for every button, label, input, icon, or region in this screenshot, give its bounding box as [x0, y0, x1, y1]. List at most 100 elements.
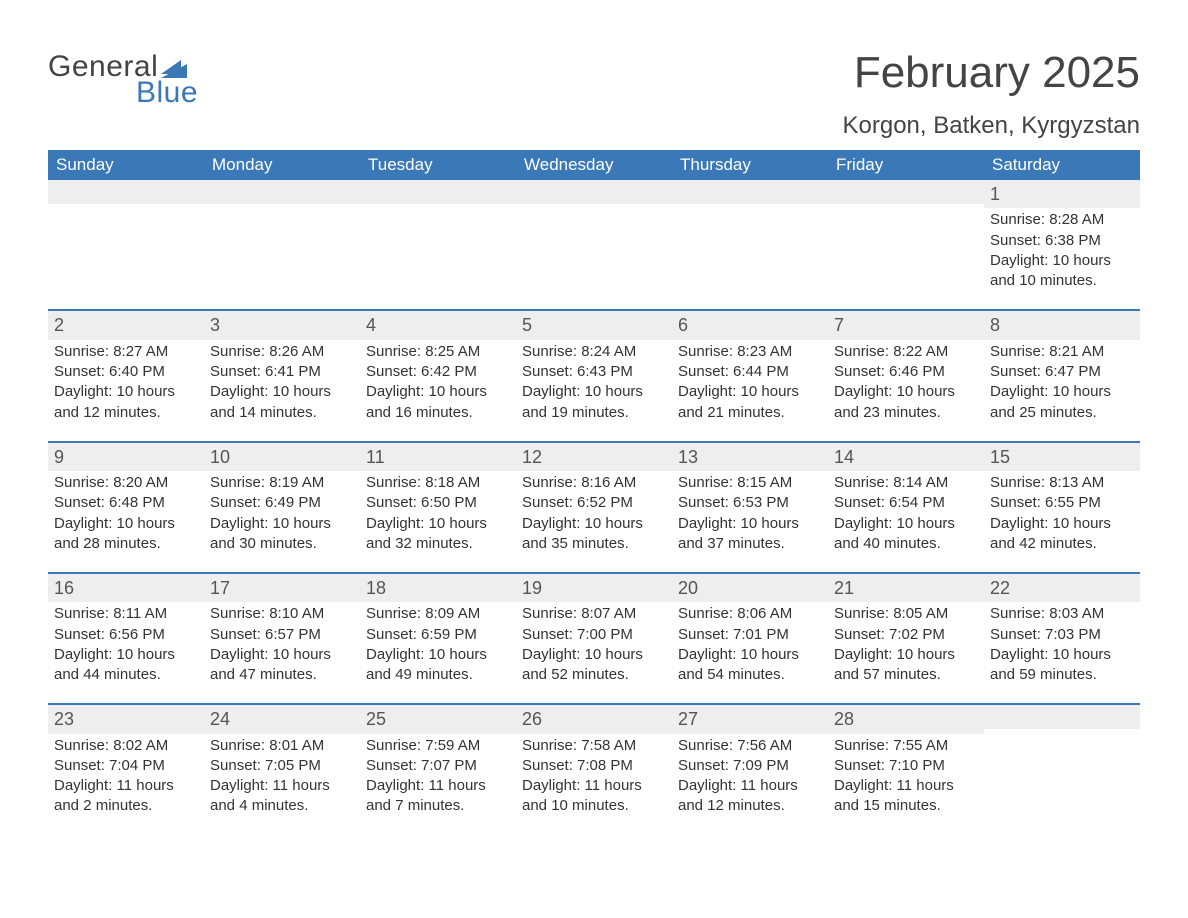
day-cell: 28Sunrise: 7:55 AMSunset: 7:10 PMDayligh…: [828, 705, 984, 834]
sunset-text: Sunset: 6:46 PM: [832, 362, 980, 382]
day-cell: 23Sunrise: 8:02 AMSunset: 7:04 PMDayligh…: [48, 705, 204, 834]
daylight-text: and 12 minutes.: [52, 403, 200, 423]
daylight-text: and 30 minutes.: [208, 534, 356, 554]
sunset-text: Sunset: 7:04 PM: [52, 756, 200, 776]
day-number: 14: [828, 443, 984, 471]
day-number: [672, 180, 828, 204]
day-number: 18: [360, 574, 516, 602]
day-cell: 12Sunrise: 8:16 AMSunset: 6:52 PMDayligh…: [516, 443, 672, 572]
sunrise-text: Sunrise: 8:16 AM: [520, 473, 668, 493]
sunset-text: Sunset: 6:43 PM: [520, 362, 668, 382]
daylight-text: Daylight: 10 hours: [208, 645, 356, 665]
day-number: 5: [516, 311, 672, 339]
daylight-text: Daylight: 11 hours: [208, 776, 356, 796]
sunrise-text: Sunrise: 8:19 AM: [208, 473, 356, 493]
daylight-text: Daylight: 10 hours: [52, 382, 200, 402]
daylight-text: Daylight: 10 hours: [832, 645, 980, 665]
daylight-text: and 49 minutes.: [364, 665, 512, 685]
sunrise-text: Sunrise: 7:59 AM: [364, 736, 512, 756]
sunset-text: Sunset: 7:10 PM: [832, 756, 980, 776]
day-cell: 22Sunrise: 8:03 AMSunset: 7:03 PMDayligh…: [984, 574, 1140, 703]
sunset-text: Sunset: 7:05 PM: [208, 756, 356, 776]
sunrise-text: Sunrise: 7:55 AM: [832, 736, 980, 756]
sunrise-text: Sunrise: 8:28 AM: [988, 210, 1136, 230]
daylight-text: Daylight: 10 hours: [832, 382, 980, 402]
daylight-text: and 10 minutes.: [988, 271, 1136, 291]
week-row: 2Sunrise: 8:27 AMSunset: 6:40 PMDaylight…: [48, 309, 1140, 440]
sunset-text: Sunset: 7:02 PM: [832, 625, 980, 645]
day-number: 12: [516, 443, 672, 471]
day-cell: 15Sunrise: 8:13 AMSunset: 6:55 PMDayligh…: [984, 443, 1140, 572]
day-cell: 7Sunrise: 8:22 AMSunset: 6:46 PMDaylight…: [828, 311, 984, 440]
day-number: 25: [360, 705, 516, 733]
sunset-text: Sunset: 6:41 PM: [208, 362, 356, 382]
sunset-text: Sunset: 6:50 PM: [364, 493, 512, 513]
sunset-text: Sunset: 6:40 PM: [52, 362, 200, 382]
day-number: 17: [204, 574, 360, 602]
title-block: February 2025 Korgon, Batken, Kyrgyzstan: [843, 50, 1141, 140]
day-number: 15: [984, 443, 1140, 471]
day-cell: 11Sunrise: 8:18 AMSunset: 6:50 PMDayligh…: [360, 443, 516, 572]
daylight-text: and 44 minutes.: [52, 665, 200, 685]
logo-word-blue: Blue: [136, 76, 198, 110]
sunset-text: Sunset: 6:38 PM: [988, 231, 1136, 251]
brand-logo: General Blue: [48, 50, 198, 110]
day-number: 4: [360, 311, 516, 339]
day-cell: 19Sunrise: 8:07 AMSunset: 7:00 PMDayligh…: [516, 574, 672, 703]
day-number: 8: [984, 311, 1140, 339]
daylight-text: and 35 minutes.: [520, 534, 668, 554]
sunrise-text: Sunrise: 8:24 AM: [520, 342, 668, 362]
sunrise-text: Sunrise: 8:25 AM: [364, 342, 512, 362]
daylight-text: and 47 minutes.: [208, 665, 356, 685]
day-number: 10: [204, 443, 360, 471]
day-number: 9: [48, 443, 204, 471]
week-row: 9Sunrise: 8:20 AMSunset: 6:48 PMDaylight…: [48, 441, 1140, 572]
day-number: 7: [828, 311, 984, 339]
daylight-text: Daylight: 10 hours: [988, 645, 1136, 665]
daylight-text: and 7 minutes.: [364, 796, 512, 816]
sunrise-text: Sunrise: 8:21 AM: [988, 342, 1136, 362]
daylight-text: and 32 minutes.: [364, 534, 512, 554]
day-cell: 8Sunrise: 8:21 AMSunset: 6:47 PMDaylight…: [984, 311, 1140, 440]
day-number: 28: [828, 705, 984, 733]
weekday-thursday: Thursday: [672, 150, 828, 180]
day-number: 23: [48, 705, 204, 733]
day-number: [204, 180, 360, 204]
day-cell: [984, 705, 1140, 834]
day-cell: 10Sunrise: 8:19 AMSunset: 6:49 PMDayligh…: [204, 443, 360, 572]
daylight-text: Daylight: 11 hours: [676, 776, 824, 796]
day-number: [48, 180, 204, 204]
daylight-text: and 25 minutes.: [988, 403, 1136, 423]
daylight-text: Daylight: 10 hours: [988, 251, 1136, 271]
sunset-text: Sunset: 7:01 PM: [676, 625, 824, 645]
daylight-text: and 16 minutes.: [364, 403, 512, 423]
day-number: 6: [672, 311, 828, 339]
weekday-saturday: Saturday: [984, 150, 1140, 180]
daylight-text: and 2 minutes.: [52, 796, 200, 816]
daylight-text: Daylight: 11 hours: [364, 776, 512, 796]
day-cell: 18Sunrise: 8:09 AMSunset: 6:59 PMDayligh…: [360, 574, 516, 703]
day-number: [984, 705, 1140, 729]
day-cell: 16Sunrise: 8:11 AMSunset: 6:56 PMDayligh…: [48, 574, 204, 703]
day-number: 26: [516, 705, 672, 733]
sunrise-text: Sunrise: 8:02 AM: [52, 736, 200, 756]
daylight-text: and 40 minutes.: [832, 534, 980, 554]
daylight-text: Daylight: 10 hours: [520, 382, 668, 402]
day-cell: 1Sunrise: 8:28 AMSunset: 6:38 PMDaylight…: [984, 180, 1140, 309]
daylight-text: and 28 minutes.: [52, 534, 200, 554]
day-cell: [672, 180, 828, 309]
sunset-text: Sunset: 6:55 PM: [988, 493, 1136, 513]
header-row: General Blue February 2025 Korgon, Batke…: [48, 50, 1140, 140]
day-cell: 21Sunrise: 8:05 AMSunset: 7:02 PMDayligh…: [828, 574, 984, 703]
day-cell: [204, 180, 360, 309]
sunset-text: Sunset: 7:00 PM: [520, 625, 668, 645]
day-cell: 20Sunrise: 8:06 AMSunset: 7:01 PMDayligh…: [672, 574, 828, 703]
daylight-text: and 52 minutes.: [520, 665, 668, 685]
daylight-text: Daylight: 10 hours: [364, 645, 512, 665]
sunset-text: Sunset: 7:09 PM: [676, 756, 824, 776]
daylight-text: and 42 minutes.: [988, 534, 1136, 554]
day-number: 1: [984, 180, 1140, 208]
daylight-text: and 21 minutes.: [676, 403, 824, 423]
daylight-text: and 59 minutes.: [988, 665, 1136, 685]
sunrise-text: Sunrise: 8:13 AM: [988, 473, 1136, 493]
